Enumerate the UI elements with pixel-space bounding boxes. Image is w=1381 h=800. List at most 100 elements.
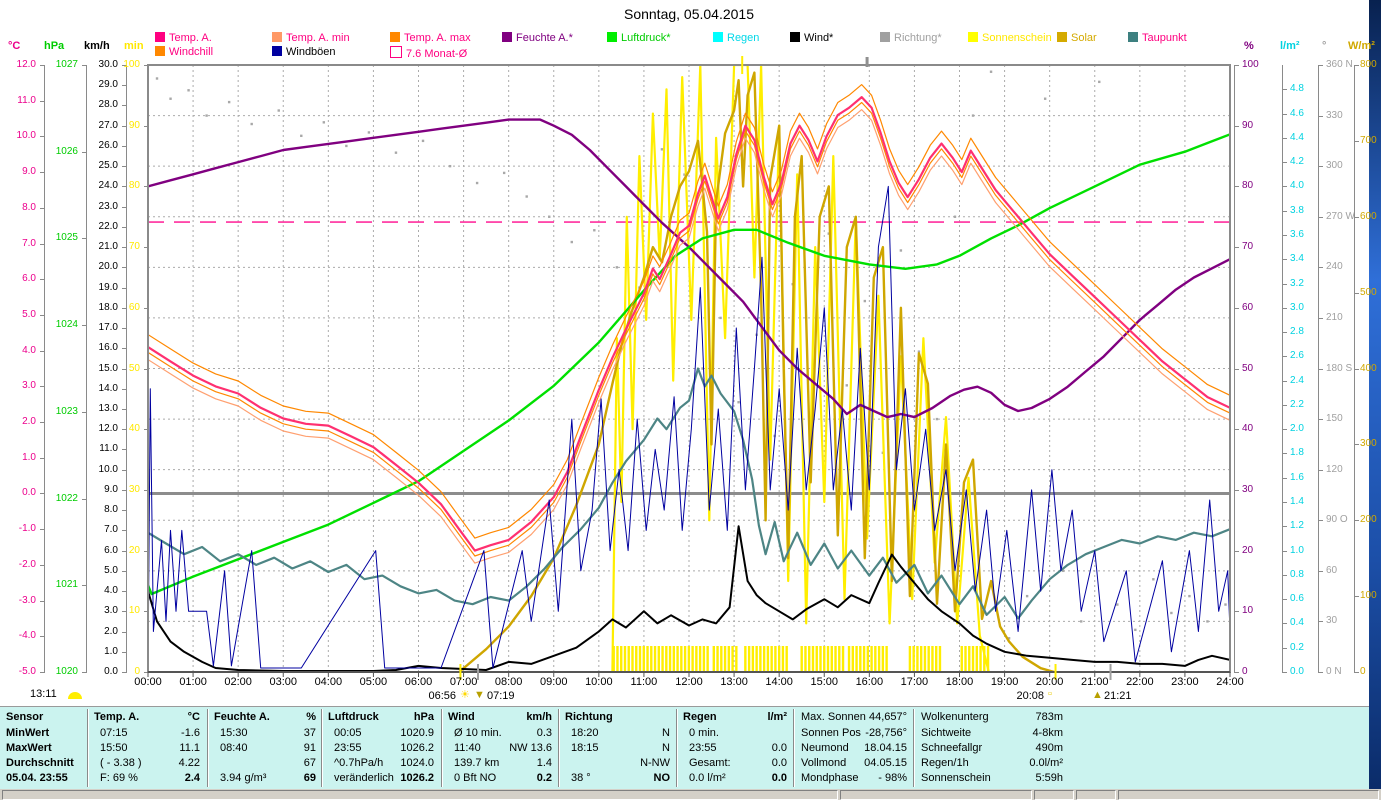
tick bbox=[122, 449, 127, 451]
axis-tick-label: -3.0 bbox=[18, 594, 36, 606]
tick bbox=[144, 550, 149, 552]
tick bbox=[122, 105, 127, 107]
axis-tick-label: 0 bbox=[1242, 666, 1248, 677]
axis-tick-label: 2.6 bbox=[1290, 350, 1304, 362]
legend-item-taupunkt[interactable]: Taupunkt bbox=[1128, 32, 1187, 44]
axis-tick-label: 1026 bbox=[55, 145, 78, 157]
table-col-header: Luftdruck bbox=[328, 711, 379, 723]
axis-unit-hpa: hPa bbox=[44, 40, 65, 52]
tick bbox=[1354, 292, 1359, 294]
tick bbox=[1282, 453, 1287, 455]
tick bbox=[122, 672, 127, 673]
legend-item-feuchte-a-[interactable]: Feuchte A.* bbox=[502, 32, 573, 44]
legend-item-solar[interactable]: Solar bbox=[1057, 32, 1097, 44]
x-axis-label: 03:00 bbox=[269, 676, 298, 688]
axis-tick-label: 4.2 bbox=[1290, 156, 1304, 168]
tick bbox=[122, 570, 127, 572]
tick bbox=[1318, 267, 1323, 269]
tick bbox=[82, 411, 87, 413]
table-cell-value: 1026.2 bbox=[400, 772, 434, 784]
axis-tick-label: 4.6 bbox=[1290, 107, 1304, 119]
axis-unit-kmh: km/h bbox=[84, 40, 110, 52]
table-row-label: MinWert bbox=[6, 727, 50, 739]
axis-tick-label: 29.0 bbox=[98, 79, 118, 91]
axis-tick-label: 4.0 bbox=[104, 585, 118, 597]
table-divider bbox=[913, 709, 914, 787]
table-col-header: Regen bbox=[683, 711, 717, 723]
tick bbox=[40, 207, 45, 209]
legend-item-wind-[interactable]: Wind* bbox=[790, 32, 833, 44]
x-axis-label: 02:00 bbox=[224, 676, 252, 688]
series-feuchte-a- bbox=[148, 118, 1230, 419]
extra-value: 4-8km bbox=[1032, 727, 1063, 739]
table-divider bbox=[87, 709, 88, 787]
legend-item-luftdruck-[interactable]: Luftdruck* bbox=[607, 32, 671, 44]
status-segment-4 bbox=[1118, 790, 1379, 800]
axis-tick-label: 3.8 bbox=[1290, 204, 1304, 216]
tick bbox=[1282, 283, 1287, 285]
tick bbox=[40, 65, 45, 66]
legend-item-richtung-[interactable]: Richtung* bbox=[880, 32, 942, 44]
tick bbox=[40, 386, 45, 388]
legend-item-regen[interactable]: Regen bbox=[713, 32, 759, 44]
axis-tick-label: 4.8 bbox=[1290, 83, 1304, 95]
table-cell-value: 0.0 bbox=[771, 772, 787, 784]
tick bbox=[144, 368, 149, 370]
legend-item-windb-en[interactable]: Windböen bbox=[272, 46, 336, 58]
legend-swatch-icon bbox=[880, 32, 890, 42]
tick bbox=[82, 65, 87, 66]
table-cell-label: 0 Bft NO bbox=[454, 772, 497, 784]
legend-label: Richtung* bbox=[894, 32, 942, 44]
tick bbox=[122, 166, 127, 168]
axis-tick-label: 5.0 bbox=[104, 564, 118, 576]
legend-item-temp-a-min[interactable]: Temp. A. min bbox=[272, 32, 350, 44]
tick bbox=[1234, 368, 1239, 370]
x-axis-label: 13:00 bbox=[720, 676, 748, 688]
axis-unit-pct: % bbox=[1244, 40, 1254, 52]
table-divider bbox=[676, 709, 677, 787]
tick bbox=[144, 65, 149, 66]
table-divider-highlight bbox=[559, 709, 560, 787]
tick bbox=[122, 65, 127, 66]
x-axis-label: 07:00 bbox=[449, 676, 478, 688]
moonrise-time: 21:21 bbox=[1104, 690, 1132, 702]
axis-tick-label: 17.0 bbox=[98, 322, 118, 334]
table-cell-value: N bbox=[662, 742, 670, 754]
table-cell-value: 1.4 bbox=[536, 757, 552, 769]
axis-tick-label: 300 bbox=[1326, 160, 1343, 172]
axis-tick-label: 19.0 bbox=[98, 281, 118, 293]
axis-tick-label: 30 bbox=[128, 483, 140, 495]
axis-tick-label: 3.6 bbox=[1290, 228, 1304, 240]
table-divider bbox=[207, 709, 208, 787]
axis-tick-label: 1.0 bbox=[104, 645, 118, 657]
legend-item-sonnenschein[interactable]: Sonnenschein bbox=[968, 32, 1052, 44]
axis-tick-label: 120 bbox=[1326, 463, 1343, 475]
tick bbox=[144, 489, 149, 491]
tick bbox=[1234, 186, 1239, 188]
astro-value: -28,756° bbox=[865, 727, 907, 739]
tick bbox=[40, 529, 45, 531]
tick bbox=[1282, 380, 1287, 382]
legend-item-temp-a-[interactable]: Temp. A. bbox=[155, 32, 212, 44]
axis-tick-label: 1020 bbox=[55, 666, 78, 677]
solar-noon-sun-icon bbox=[68, 692, 82, 699]
axis-tick-label: 1024 bbox=[55, 319, 78, 331]
table-cell-label: ( - 3.38 ) bbox=[100, 757, 142, 769]
axis-tick-label: 27.0 bbox=[98, 119, 118, 131]
tick bbox=[82, 325, 87, 327]
axis-tick-label: 3.0 bbox=[22, 380, 36, 392]
legend-item-7-6-monat-[interactable]: 7.6 Monat-Ø bbox=[390, 46, 467, 60]
axis-tick-label: 60 bbox=[1242, 301, 1254, 313]
legend-item-temp-a-max[interactable]: Temp. A. max bbox=[390, 32, 471, 44]
tick bbox=[1282, 186, 1287, 188]
axis-tick-label: 2.8 bbox=[1290, 326, 1304, 338]
table-cell-value: 2.4 bbox=[184, 772, 200, 784]
tick bbox=[82, 672, 87, 673]
legend-item-windchill[interactable]: Windchill bbox=[155, 46, 213, 58]
tick bbox=[40, 136, 45, 138]
legend-label: Windchill bbox=[169, 46, 214, 58]
axis-tick-label: 0.2 bbox=[1290, 641, 1304, 653]
axis-tick-label: 1025 bbox=[55, 232, 78, 244]
axis-tick-label: 400 bbox=[1360, 362, 1377, 374]
tick bbox=[122, 186, 127, 188]
